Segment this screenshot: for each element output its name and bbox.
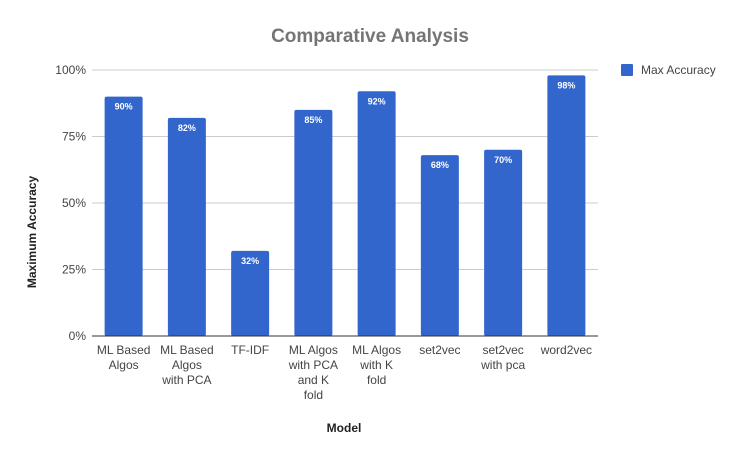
x-axis-categories: ML Based Algos ML Based Algos with PCA TF-IDF… [97,343,592,402]
y-tick-label: 0% [69,329,87,343]
bar [231,250,270,336]
y-tick-label: 75% [62,130,86,144]
data-label: 70% [494,155,512,165]
x-category-label: set2vec with pca [480,343,525,372]
legend-swatch-max-accuracy [621,64,633,76]
bar [167,117,206,336]
bars: 90% 82% 32% 85% 92% 68% 70% 98% [104,75,586,337]
y-tick-label: 100% [55,63,86,77]
y-axis-ticks: 0% 25% 50% 75% 100% [55,63,86,343]
legend: Max Accuracy [621,63,716,77]
bar [420,155,459,336]
data-label: 32% [241,256,259,266]
bar [294,109,333,337]
y-tick-label: 50% [62,196,86,210]
data-label: 90% [115,102,133,112]
bar [484,149,523,336]
x-category-label: ML Based Algos [97,343,151,372]
y-tick-label: 25% [62,263,86,277]
data-label: 98% [557,80,575,90]
x-category-label: word2vec [540,343,592,357]
data-label: 68% [431,160,449,170]
legend-label-max-accuracy: Max Accuracy [641,63,716,77]
bar [104,96,143,336]
data-label: 85% [304,115,322,125]
x-category-label: set2vec [419,343,460,357]
x-category-label: ML Based Algos with PCA [160,343,214,387]
chart-title: Comparative Analysis [271,26,469,47]
x-category-label: TF-IDF [231,343,269,357]
x-axis-title: Model [327,421,362,435]
bar [357,91,396,336]
data-label: 82% [178,123,196,133]
data-label: 92% [368,96,386,106]
bar [547,75,586,336]
y-axis-title: Maximum Accuracy [25,176,39,289]
